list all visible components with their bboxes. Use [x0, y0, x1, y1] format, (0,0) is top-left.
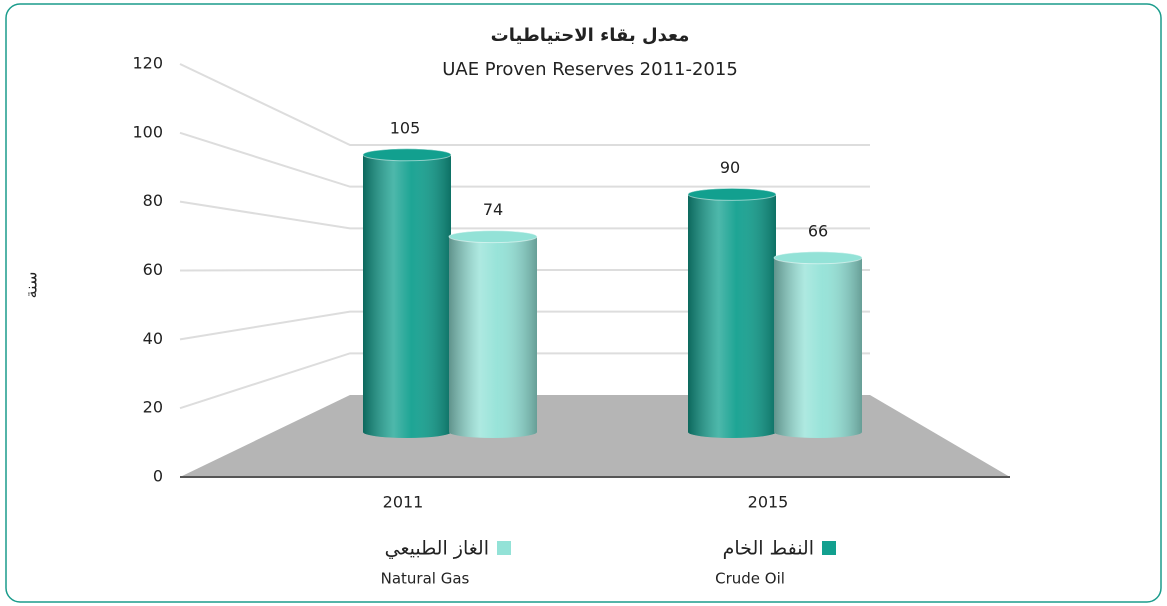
bar-shading: [774, 257, 862, 438]
bar-top: [687, 187, 777, 201]
x-tick-label: 2015: [748, 493, 789, 512]
value-label: 66: [808, 221, 828, 240]
y-axis-label: سنة: [22, 272, 41, 299]
value-label: 105: [390, 118, 421, 137]
legend-label: Natural Gas: [381, 570, 470, 588]
y-tick-label: 60: [143, 260, 163, 279]
y-tick-label: 120: [132, 54, 163, 73]
frame: [5, 3, 1162, 603]
legend-label-ar: النفط الخام: [723, 538, 814, 560]
bar-shading: [688, 194, 776, 438]
y-tick-label: 80: [143, 191, 163, 210]
bar-shading: [363, 154, 451, 439]
value-label: 74: [483, 200, 503, 219]
legend-swatch: [822, 541, 836, 555]
legend-label-ar: الغاز الطبيعي: [385, 538, 489, 560]
bar-shading: [449, 236, 537, 438]
grid-line: [179, 131, 870, 188]
legend-label: Crude Oil: [715, 570, 785, 588]
grid-line: [179, 63, 870, 146]
y-tick-label: 0: [153, 467, 163, 486]
legend-swatch: [497, 541, 511, 555]
y-tick-label: 100: [132, 122, 163, 141]
x-tick-label: 2011: [383, 493, 424, 512]
y-tick-label: 40: [143, 329, 163, 348]
chart-title: معدل بقاء الاحتياطيات: [491, 25, 690, 46]
y-tick-label: 20: [143, 398, 163, 417]
chart-subtitle: UAE Proven Reserves 2011-2015: [442, 59, 738, 80]
bar-top: [362, 148, 452, 162]
value-label: 90: [720, 158, 740, 177]
bar-top: [773, 251, 863, 265]
bar-top: [448, 230, 538, 244]
